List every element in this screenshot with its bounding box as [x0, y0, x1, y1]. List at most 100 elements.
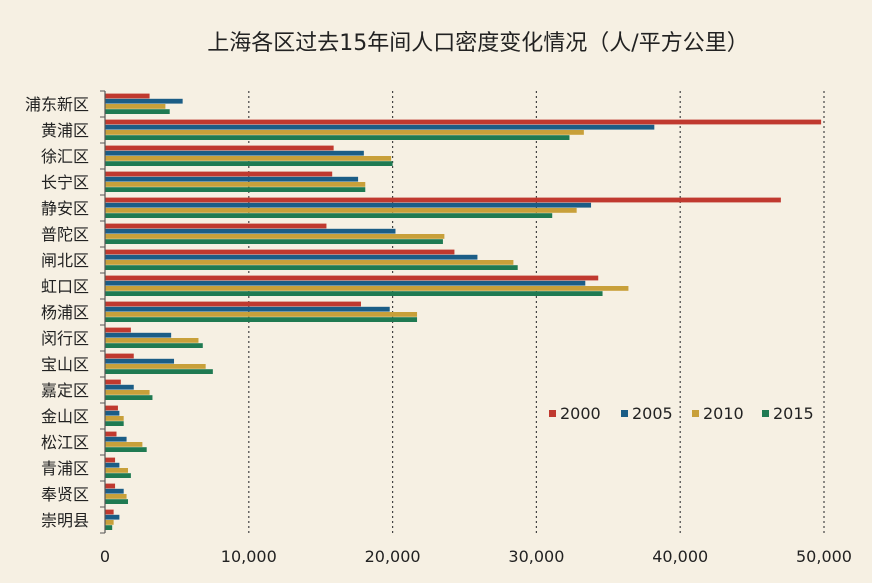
bar — [105, 145, 334, 151]
x-tick-label: 0 — [100, 547, 110, 566]
bar — [105, 265, 518, 270]
chart-title: 上海各区过去15年间人口密度变化情况（人/平方公里） — [207, 31, 748, 56]
bar — [105, 488, 124, 494]
bar — [105, 442, 143, 447]
bar — [105, 135, 570, 140]
bar — [105, 332, 172, 338]
x-tick-label: 50,000 — [796, 547, 852, 566]
bar — [105, 312, 418, 317]
axes: 0 10,000 20,000 30,000 40,000 50,000 浦东新区黄浦区徐汇… — [25, 90, 852, 566]
bar — [105, 176, 359, 182]
bar — [105, 483, 116, 489]
bar — [105, 202, 592, 208]
bar — [105, 369, 213, 374]
bar — [105, 286, 629, 291]
category-label: 普陀区 — [41, 225, 89, 244]
category-label: 闵行区 — [41, 329, 89, 348]
bar — [105, 109, 170, 114]
category-label: 杨浦区 — [41, 303, 89, 322]
category-label: 金山区 — [41, 407, 89, 426]
bar — [105, 416, 124, 421]
bar — [105, 280, 586, 286]
bar — [105, 223, 327, 229]
category-label: 静安区 — [41, 199, 89, 218]
bar — [105, 161, 393, 166]
category-label: 奉贤区 — [41, 485, 89, 504]
bar — [105, 208, 577, 213]
bar — [105, 436, 127, 442]
legend-swatch — [692, 410, 699, 417]
category-label: 黄浦区 — [41, 121, 89, 140]
category-label: 虹口区 — [41, 277, 89, 296]
legend-label: 2015 — [773, 404, 814, 423]
bar — [105, 462, 120, 468]
legend-label: 2010 — [703, 404, 744, 423]
bar — [105, 124, 655, 130]
legend-swatch — [762, 410, 769, 417]
bar — [105, 327, 131, 333]
bar — [105, 260, 514, 265]
bar — [105, 390, 150, 395]
bar — [105, 431, 117, 437]
bar — [105, 520, 114, 525]
bar — [105, 213, 553, 218]
category-label: 长宁区 — [41, 173, 89, 192]
x-tick-label: 10,000 — [221, 547, 277, 566]
bar — [105, 156, 392, 161]
bar — [105, 306, 390, 312]
bar — [105, 98, 183, 104]
bar — [105, 150, 364, 156]
bar — [105, 473, 131, 478]
bar — [105, 291, 603, 296]
category-label: 宝山区 — [41, 355, 89, 374]
legend: 2000 2005 2010 2015 — [549, 404, 814, 423]
bar — [105, 187, 366, 192]
x-tick-label: 30,000 — [508, 547, 564, 566]
bar — [105, 93, 150, 99]
legend-label: 2005 — [632, 404, 673, 423]
bar — [105, 405, 118, 411]
x-tick-label: 20,000 — [365, 547, 421, 566]
bar — [105, 239, 443, 244]
bar — [105, 421, 124, 426]
bar — [105, 317, 418, 322]
category-label: 青浦区 — [41, 459, 89, 478]
bar — [105, 395, 153, 400]
bar — [105, 275, 599, 281]
bar — [105, 301, 361, 307]
bar — [105, 509, 114, 515]
category-label: 崇明县 — [41, 511, 89, 530]
bar — [105, 119, 822, 125]
bars — [105, 93, 822, 530]
x-tick-label: 40,000 — [652, 547, 708, 566]
category-label: 浦东新区 — [25, 95, 89, 114]
bar — [105, 353, 134, 359]
category-label: 闸北区 — [41, 251, 89, 270]
bar — [105, 525, 113, 530]
bar — [105, 499, 129, 504]
bar — [105, 447, 147, 452]
bar — [105, 228, 396, 234]
legend-swatch — [549, 410, 556, 417]
category-label: 徐汇区 — [41, 147, 89, 166]
legend-swatch — [621, 410, 628, 417]
bar — [105, 379, 121, 385]
bar — [105, 457, 116, 463]
bar — [105, 514, 120, 520]
bar — [105, 171, 333, 177]
bar — [105, 197, 781, 203]
bar — [105, 234, 445, 239]
bar — [105, 338, 199, 343]
bar — [105, 254, 478, 260]
bar — [105, 104, 166, 109]
bar — [105, 343, 203, 348]
bar — [105, 249, 455, 255]
bar — [105, 468, 129, 473]
bar — [105, 494, 127, 499]
bar — [105, 364, 206, 369]
bar — [105, 358, 175, 364]
category-label: 松江区 — [41, 433, 89, 452]
legend-label: 2000 — [560, 404, 601, 423]
